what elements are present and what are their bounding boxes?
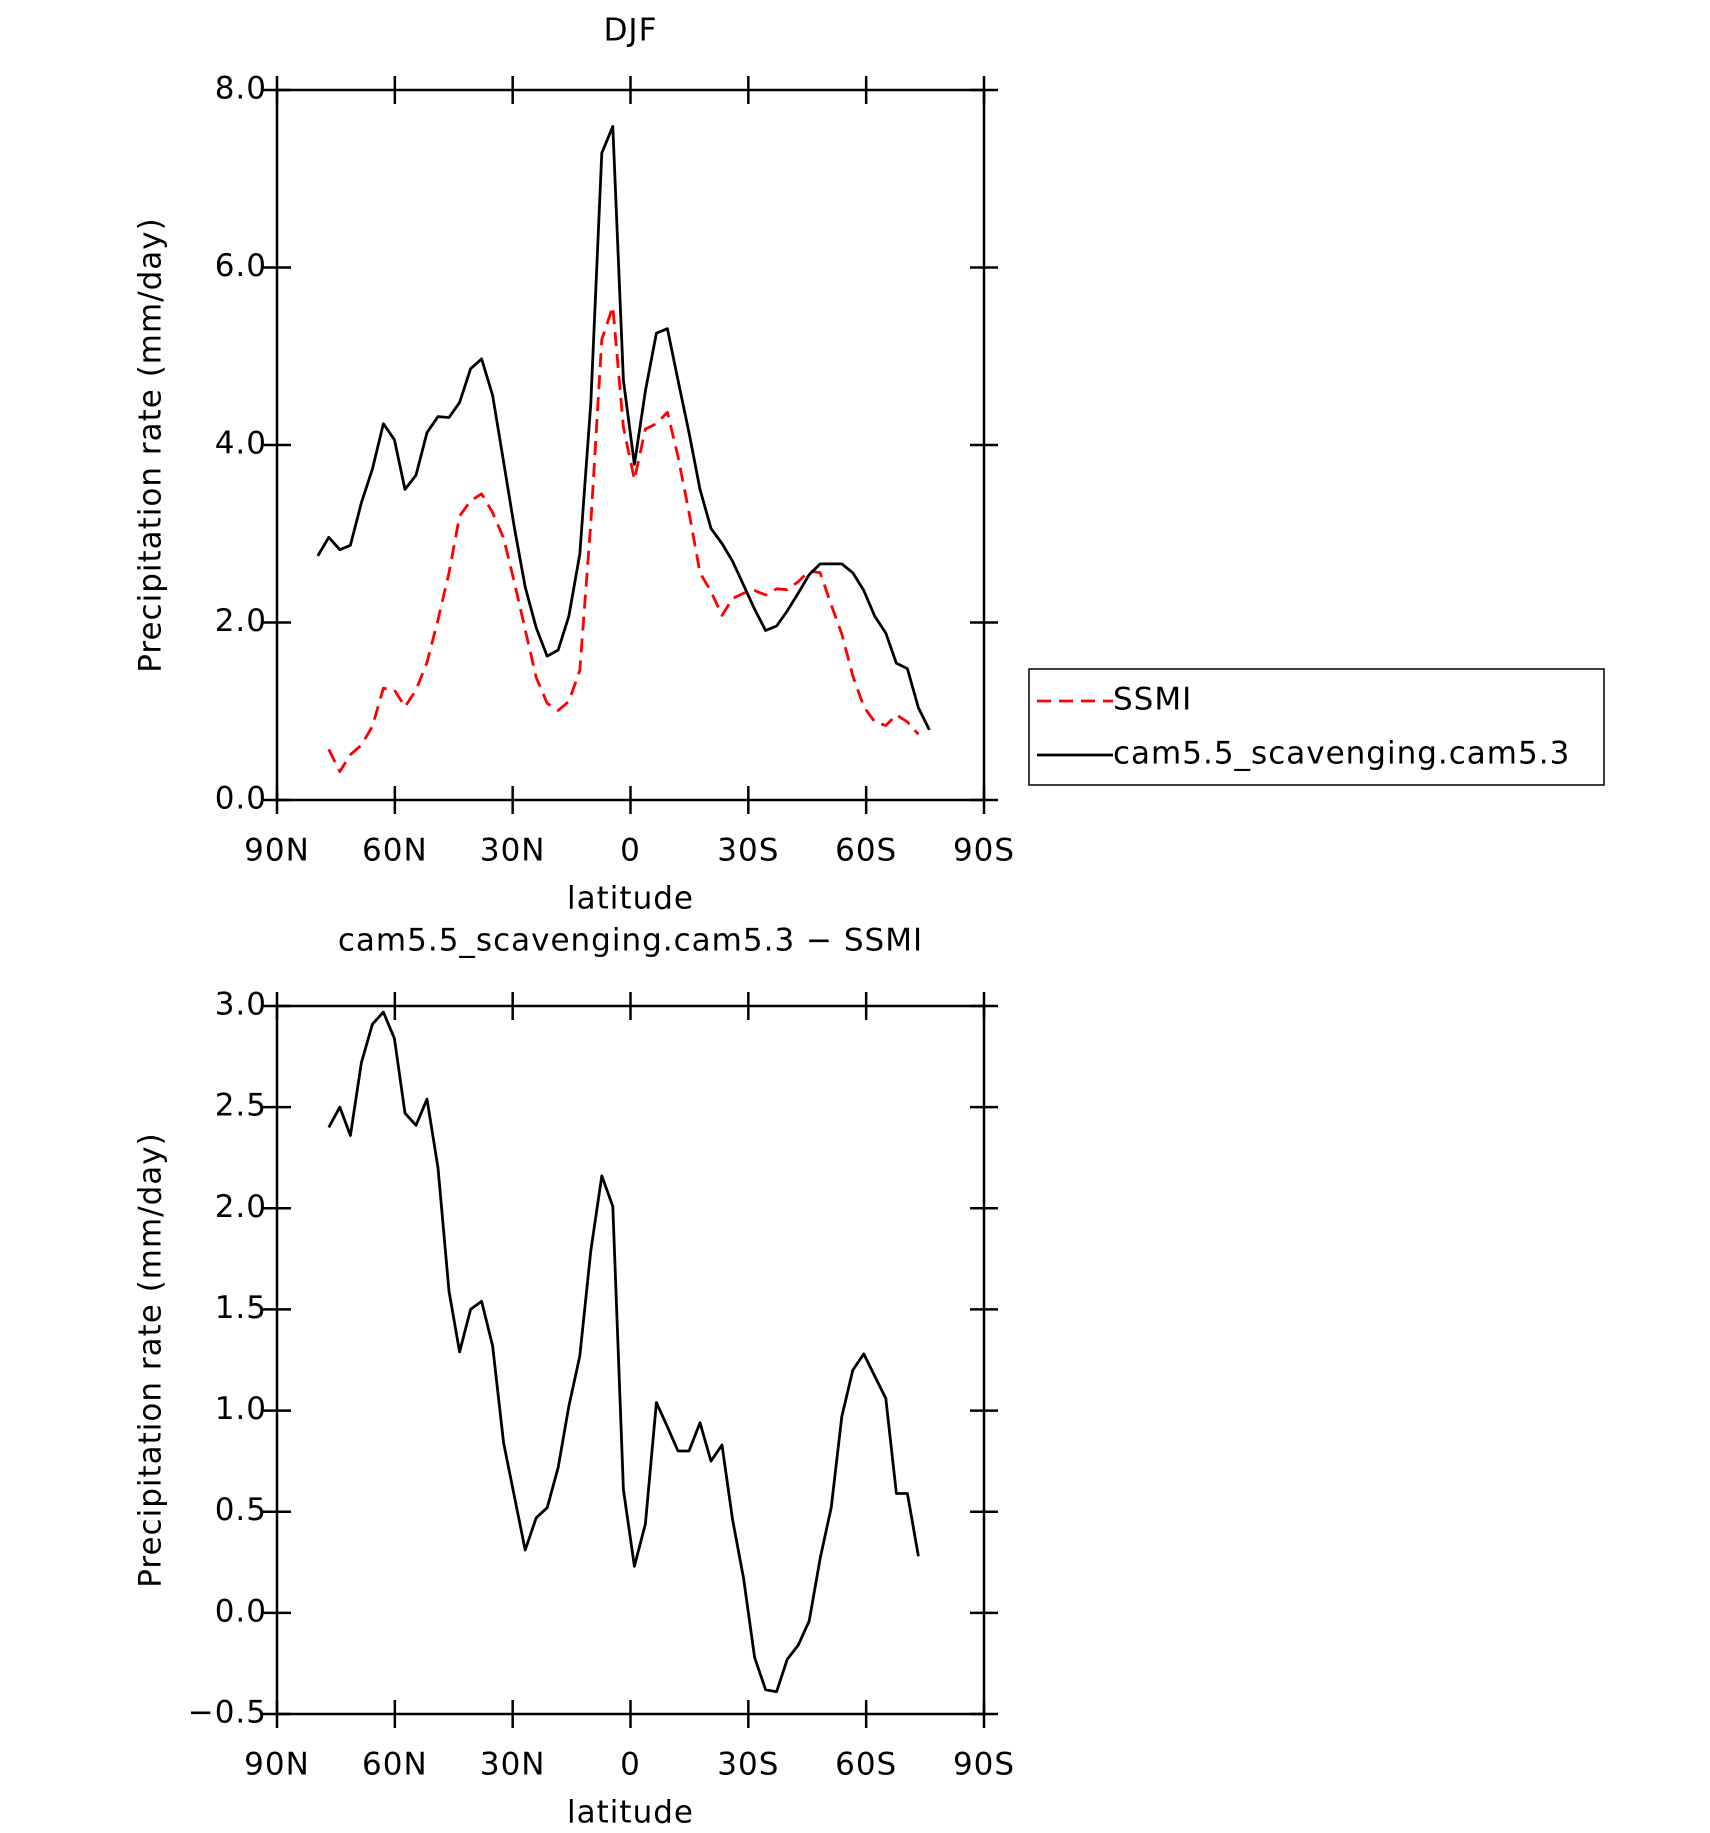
- x-tick-label: 60N: [362, 1747, 428, 1783]
- x-tick-label: 90S: [953, 1747, 1015, 1783]
- x-tick-label: 0: [620, 833, 641, 869]
- x-tick-label: 30N: [480, 833, 546, 869]
- legend-label: SSMI: [1113, 682, 1192, 718]
- y-tick-label: 1.0: [215, 1391, 267, 1427]
- legend-box: [1028, 668, 1605, 786]
- data-line: [327, 305, 920, 773]
- y-tick-label: 0.5: [215, 1492, 267, 1528]
- x-tick-label: 30S: [717, 833, 779, 869]
- y-axis-label: Precipitation rate (mm/day): [133, 1132, 169, 1588]
- y-tick-label: 3.0: [215, 987, 267, 1023]
- y-tick-label: 8.0: [215, 71, 267, 107]
- y-tick-label: 0.0: [215, 781, 267, 817]
- data-line: [316, 125, 931, 731]
- x-tick-label: 60N: [362, 833, 428, 869]
- x-tick-label: 30S: [717, 1747, 779, 1783]
- legend-label: cam5.5_scavenging.cam5.3: [1113, 736, 1570, 772]
- x-tick-label: 90N: [244, 1747, 310, 1783]
- y-axis-label: Precipitation rate (mm/day): [133, 217, 169, 673]
- x-tick-label: 60S: [835, 833, 897, 869]
- y-tick-label: 2.0: [215, 603, 267, 639]
- x-tick-label: 30N: [480, 1747, 546, 1783]
- y-tick-label: 2.0: [215, 1189, 267, 1225]
- y-tick-label: 0.0: [215, 1593, 267, 1629]
- x-axis-label: latitude: [567, 881, 694, 917]
- plot-frame: [275, 1004, 986, 1716]
- y-tick-label: −0.5: [188, 1695, 267, 1731]
- x-tick-label: 90N: [244, 833, 310, 869]
- y-tick-label: 1.5: [215, 1290, 267, 1326]
- x-tick-label: 60S: [835, 1747, 897, 1783]
- y-tick-label: 4.0: [215, 426, 267, 462]
- chart-title: cam5.5_scavenging.cam5.3 − SSMI: [338, 923, 923, 959]
- y-tick-label: 6.0: [215, 248, 267, 284]
- data-line: [327, 1010, 920, 1694]
- y-tick-label: 2.5: [215, 1088, 267, 1124]
- x-axis-label: latitude: [567, 1795, 694, 1831]
- x-tick-label: 90S: [953, 833, 1015, 869]
- x-tick-label: 0: [620, 1747, 641, 1783]
- chart-title: DJF: [604, 13, 658, 49]
